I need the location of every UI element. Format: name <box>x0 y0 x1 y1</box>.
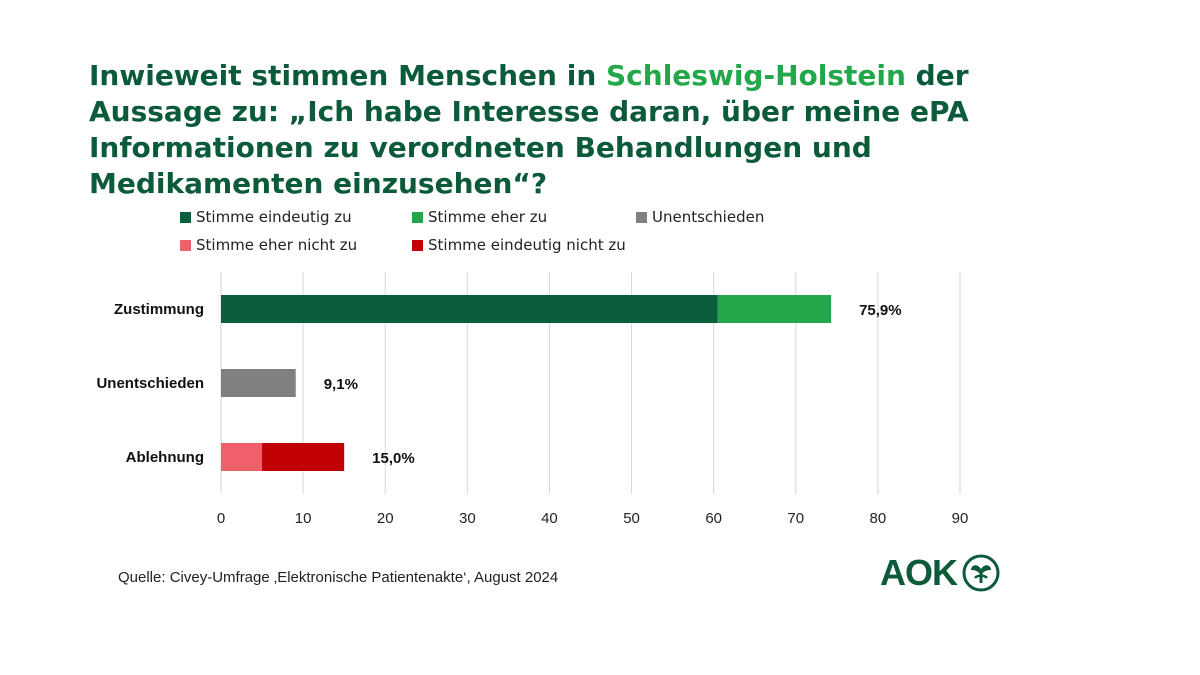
title-highlight: Schleswig-Holstein <box>606 59 906 92</box>
legend-swatch <box>412 239 423 251</box>
legend-swatch <box>412 211 423 223</box>
legend-swatch <box>180 211 191 223</box>
x-tick-label: 40 <box>541 510 558 527</box>
bar-segment <box>717 295 832 323</box>
bar-segment <box>221 295 718 323</box>
data-label: 75,9% <box>859 302 902 319</box>
bar-segment <box>221 443 263 471</box>
x-tick-label: 30 <box>459 510 476 527</box>
legend-swatch <box>180 239 191 251</box>
category-label: Zustimmung <box>114 301 204 318</box>
legend-item: Stimme eher nicht zu <box>180 236 357 254</box>
bar-segment <box>221 369 296 397</box>
legend-item: Stimme eher zu <box>412 208 547 226</box>
logo-text: AOK <box>880 552 958 593</box>
category-label: Ablehnung <box>126 449 204 466</box>
data-label: 15,0% <box>372 450 415 467</box>
title-prefix: Inwieweit stimmen Menschen in <box>89 59 607 92</box>
legend-label: Stimme eindeutig nicht zu <box>428 236 626 254</box>
x-tick-label: 70 <box>787 510 804 527</box>
x-tick-label: 50 <box>623 510 640 527</box>
chart-title: Inwieweit stimmen Menschen in Schleswig-… <box>89 58 1029 202</box>
legend-label: Unentschieden <box>652 208 765 226</box>
bar-segment <box>262 443 345 471</box>
legend-label: Stimme eher zu <box>428 208 548 226</box>
title-suffix: der Aussage zu: „Ich habe Interesse dara… <box>89 59 969 200</box>
x-tick-label: 80 <box>870 510 887 527</box>
x-tick-label: 90 <box>952 510 969 527</box>
legend-item: Unentschieden <box>636 208 764 226</box>
legend-item: Stimme eindeutig nicht zu <box>412 236 626 254</box>
legend-label: Stimme eher nicht zu <box>196 236 358 254</box>
legend-label: Stimme eindeutig zu <box>196 208 352 226</box>
source-note: Quelle: Civey-Umfrage ‚Elektronische Pat… <box>118 569 559 586</box>
x-tick-label: 10 <box>295 510 312 527</box>
legend-swatch <box>636 211 647 223</box>
data-label: 9,1% <box>324 376 358 393</box>
aok-tree-icon <box>962 554 1000 592</box>
legend-item: Stimme eindeutig zu <box>180 208 352 226</box>
x-tick-label: 20 <box>377 510 394 527</box>
x-tick-label: 60 <box>705 510 722 527</box>
aok-logo: AOK <box>880 548 1020 598</box>
category-label: Unentschieden <box>96 375 204 392</box>
x-tick-label: 0 <box>217 510 225 527</box>
